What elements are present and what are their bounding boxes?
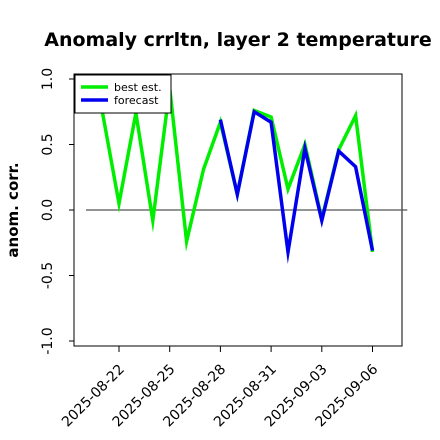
- series-line-forecast: [218, 108, 375, 264]
- y-tick-label: -1.0: [40, 327, 56, 354]
- y-tick-label: -0.5: [40, 262, 56, 289]
- y-tick-label: 1.0: [40, 68, 56, 90]
- y-tick-label: 0.5: [40, 133, 56, 155]
- chart-title: Anomaly crrltn, layer 2 temperature: [44, 29, 432, 51]
- y-axis-label: anom. corr.: [4, 162, 22, 257]
- y-tick-label: 0.0: [40, 199, 56, 221]
- legend: best est.forecast: [74, 74, 172, 114]
- legend-label: forecast: [114, 94, 159, 107]
- legend-label: best est.: [114, 81, 162, 94]
- legend-box: [74, 74, 172, 114]
